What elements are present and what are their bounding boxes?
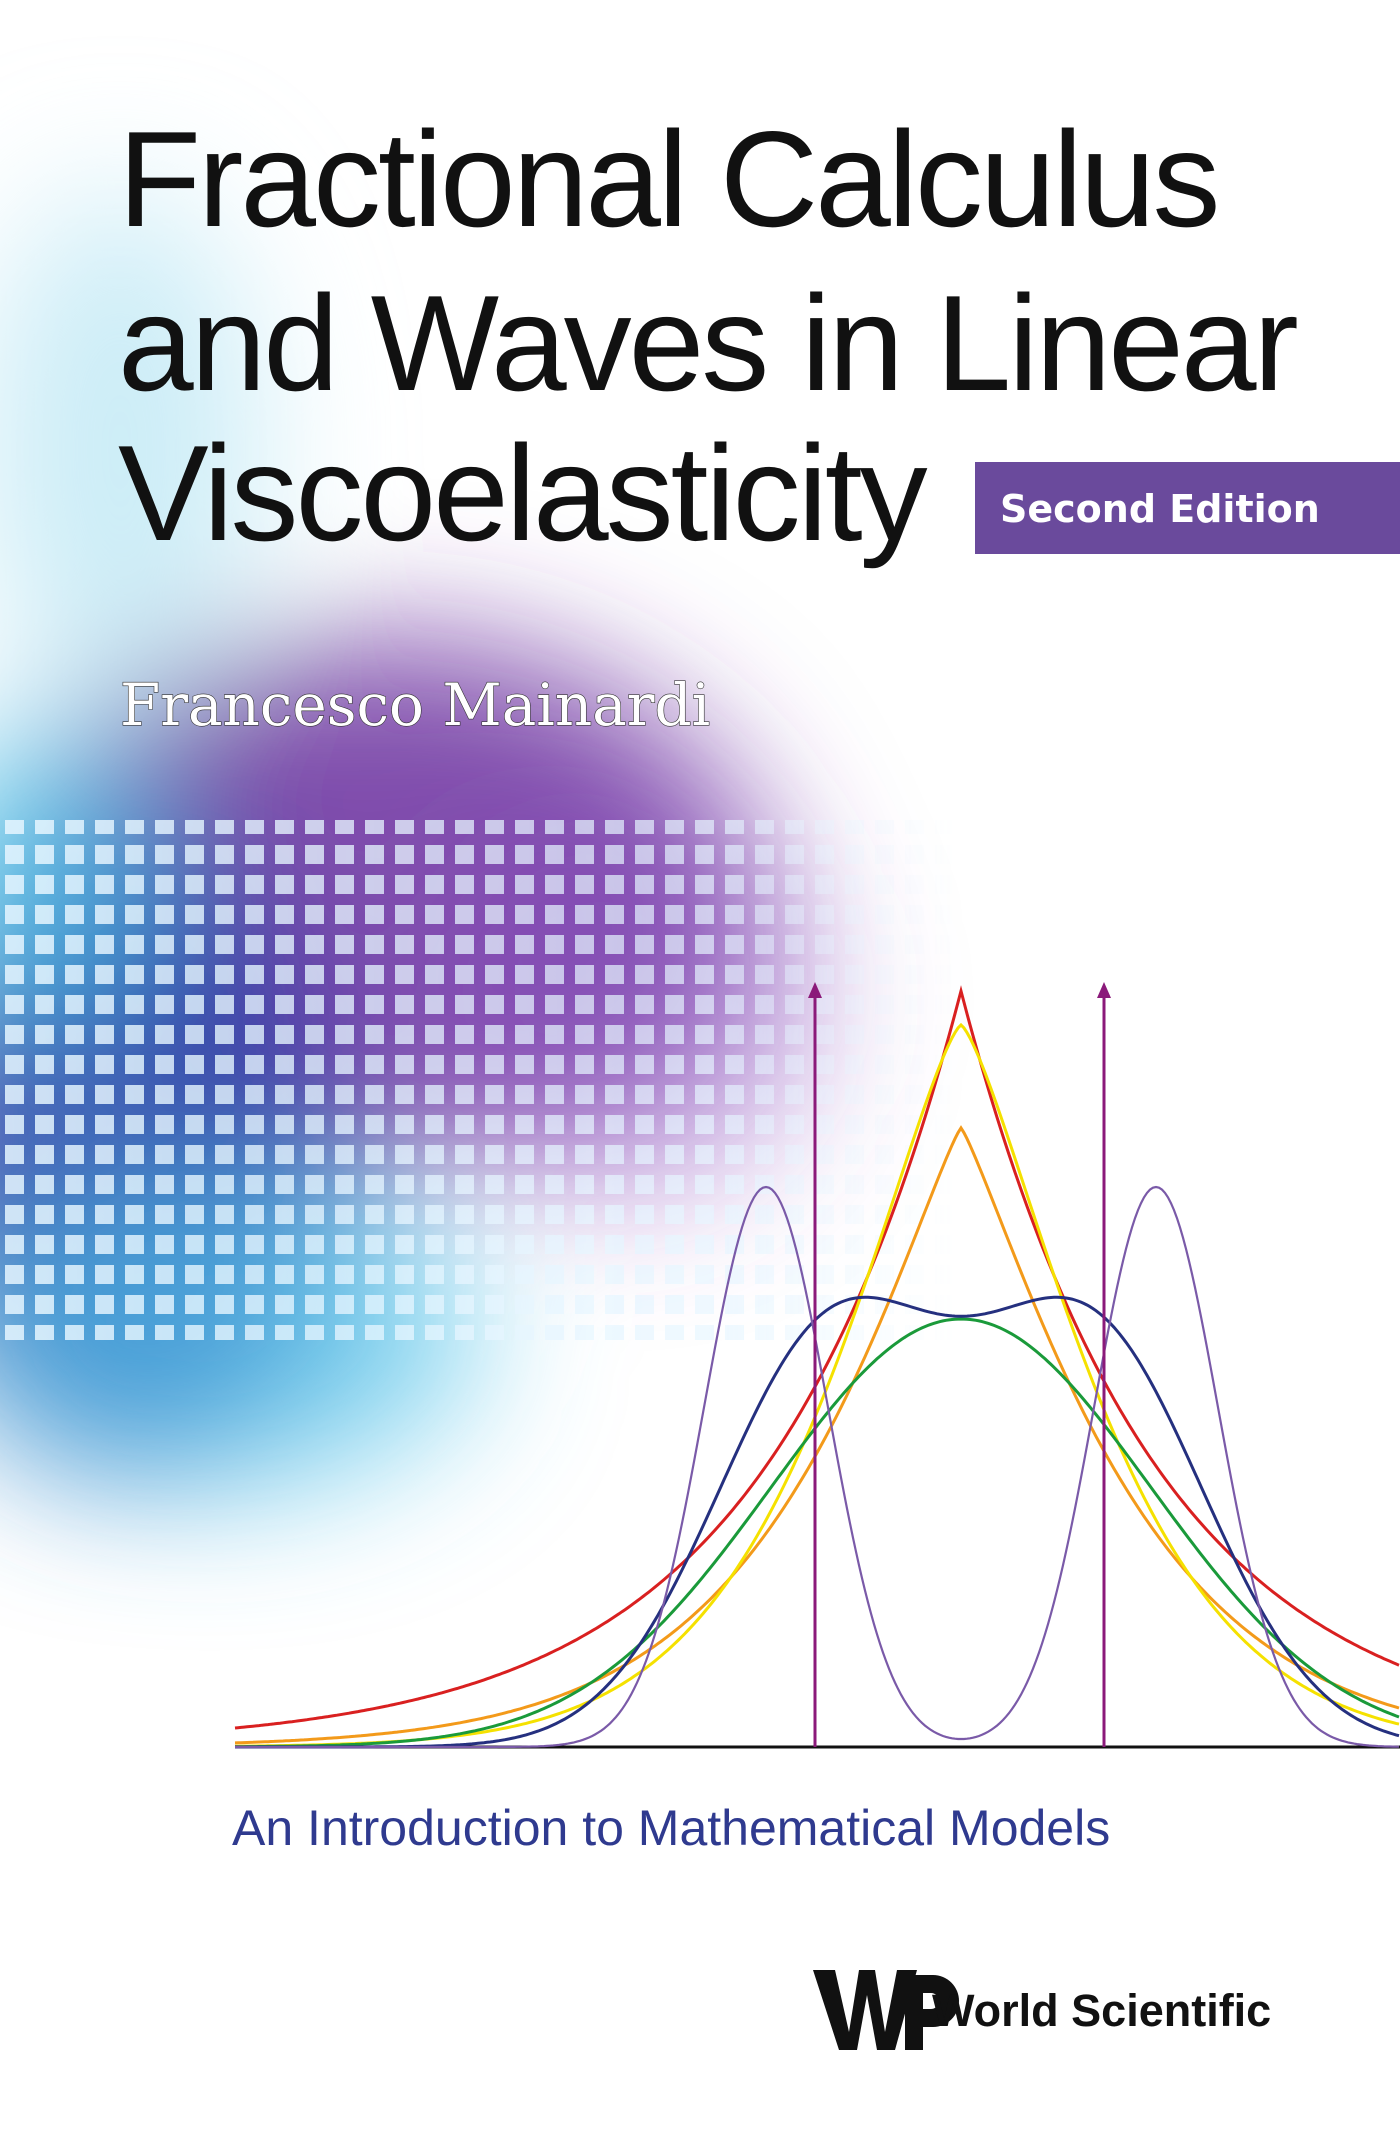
wave-curve — [234, 985, 1400, 1730]
publisher: World Scientific — [932, 1985, 1271, 2036]
logo-p — [905, 1975, 959, 2050]
subtitle: An Introduction to Mathematical Models — [232, 1800, 1110, 1856]
edition-banner — [975, 462, 1400, 554]
wave-curve — [235, 1185, 1399, 1749]
title-line: Fractional Calculus — [118, 103, 1217, 255]
arrow-head — [1097, 982, 1111, 998]
wave-curve — [234, 1125, 1400, 1745]
author: Francesco Mainardi — [120, 671, 710, 739]
wave-illustration — [234, 982, 1400, 1749]
edition: Second Edition — [1000, 487, 1320, 531]
publisher-logo — [813, 1970, 959, 2050]
logo-w — [813, 1970, 917, 2050]
arrow-head — [808, 982, 822, 998]
title-line: Viscoelasticity — [118, 417, 928, 569]
title-line: and Waves in Linear — [118, 267, 1297, 419]
wave-curve — [235, 1317, 1400, 1749]
square-grid — [0, 820, 960, 1340]
